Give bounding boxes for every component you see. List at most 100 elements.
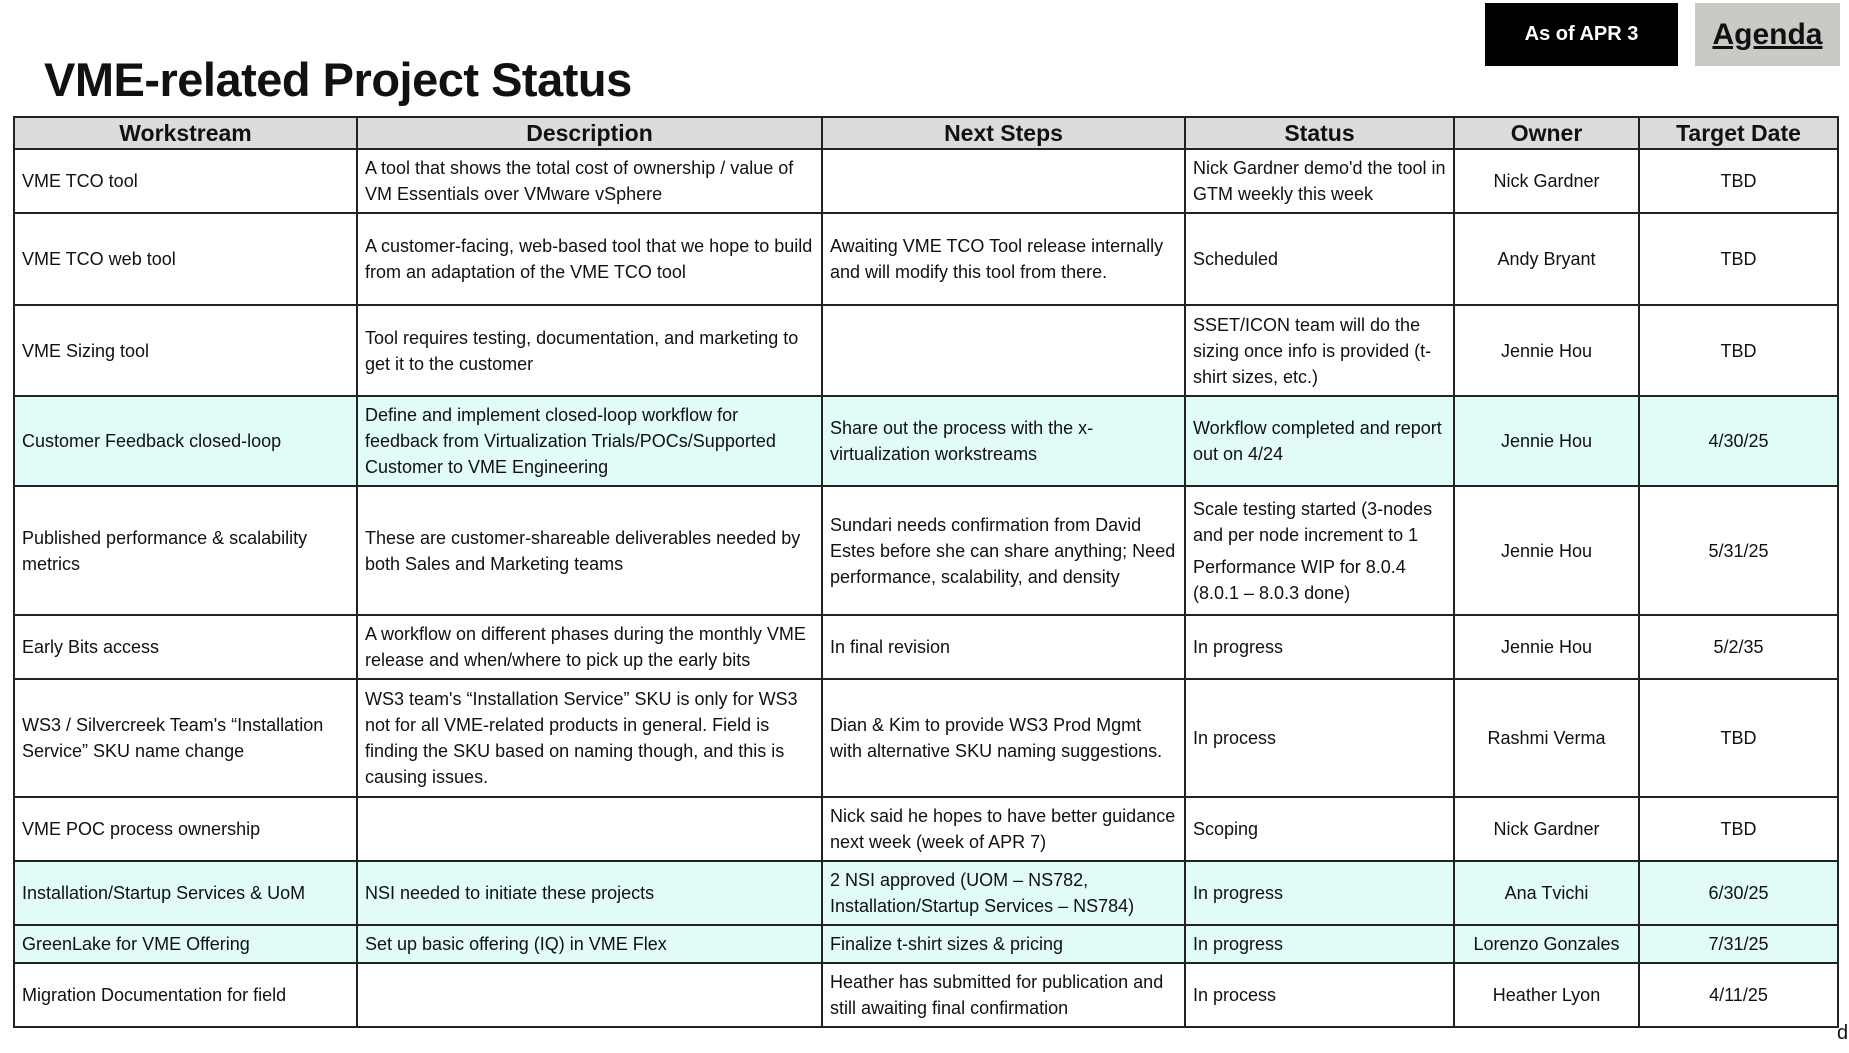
next-steps-cell: Heather has submitted for publication an…: [821, 962, 1186, 1028]
description-cell: Set up basic offering (IQ) in VME Flex: [356, 924, 823, 964]
description-cell: Define and implement closed-loop workflo…: [356, 395, 823, 487]
target-date-cell-text: TBD: [1720, 728, 1757, 748]
next-steps-cell: In final revision: [821, 614, 1186, 680]
table-row: VME TCO web tool A customer-facing, web-b…: [13, 212, 1839, 306]
status-cell: In progress: [1184, 614, 1455, 680]
description-cell: A customer-facing, web-based tool that w…: [356, 212, 823, 306]
status-cell: Scheduled: [1184, 212, 1455, 306]
next-steps-cell-text: In final revision: [830, 637, 951, 657]
description-cell-text: A customer-facing, web-based tool that w…: [365, 236, 813, 282]
owner-cell-text: Jennie Hou: [1500, 340, 1593, 361]
target-date-cell-text: 5/31/25: [1708, 540, 1769, 561]
next-steps-cell-text: Awaiting VME TCO Tool release internally…: [830, 236, 1164, 282]
table-row: Published performance & scalability metr…: [13, 485, 1839, 616]
next-steps-cell-text: Sundari needs confirmation from David Es…: [830, 514, 1176, 587]
stray-text: d: [1837, 1022, 1849, 1044]
owner-cell: Jennie Hou: [1453, 395, 1640, 487]
description-cell: These are customer-shareable deliverable…: [356, 485, 823, 616]
description-cell-text: Set up basic offering (IQ) in VME Flex: [365, 934, 667, 954]
workstream-cell: WS3 / Silvercreek Team's “Installation S…: [13, 678, 358, 798]
status-cell-text: In progress: [1193, 883, 1284, 903]
description-cell: Tool requires testing, documentation, an…: [356, 304, 823, 397]
status-cell: In progress: [1184, 860, 1455, 926]
next-steps-cell-text: Heather has submitted for publication an…: [830, 972, 1164, 1018]
next-steps-cell-text: Share out the process with the x-virtual…: [830, 418, 1094, 464]
next-steps-cell: Dian & Kim to provide WS3 Prod Mgmt with…: [821, 678, 1186, 798]
status-cell-text: Workflow completed and report out on 4/2…: [1193, 418, 1442, 464]
owner-cell: Jennie Hou: [1453, 485, 1640, 616]
description-cell-text: WS3 team's “Installation Service” SKU is…: [365, 689, 798, 787]
owner-cell: Jennie Hou: [1453, 614, 1640, 680]
owner-cell: Nick Gardner: [1453, 148, 1640, 214]
next-steps-cell: Share out the process with the x-virtual…: [821, 395, 1186, 487]
status-cell-text: In process: [1193, 985, 1277, 1005]
description-cell-text: A tool that shows the total cost of owne…: [365, 158, 794, 204]
next-steps-cell-text: 2 NSI approved (UOM – NS782, Installatio…: [830, 870, 1135, 916]
next-steps-cell: Sundari needs confirmation from David Es…: [821, 485, 1186, 616]
status-cell: In process: [1184, 678, 1455, 798]
next-steps-cell: 2 NSI approved (UOM – NS782, Installatio…: [821, 860, 1186, 926]
target-date-cell-text: 7/31/25: [1708, 934, 1769, 954]
workstream-cell: Customer Feedback closed-loop: [13, 395, 358, 487]
workstream-cell-text: Customer Feedback closed-loop: [22, 431, 282, 451]
workstream-cell: VME Sizing tool: [13, 304, 358, 397]
status-cell-text: SSET/ICON team will do the sizing once i…: [1193, 314, 1432, 387]
workstream-cell: Installation/Startup Services & UoM: [13, 860, 358, 926]
description-cell: A workflow on different phases during th…: [356, 614, 823, 680]
as-of-badge: As of APR 3: [1485, 3, 1678, 66]
target-date-cell-text: TBD: [1720, 340, 1757, 361]
next-steps-cell-text: Dian & Kim to provide WS3 Prod Mgmt with…: [830, 715, 1163, 761]
description-cell: [356, 962, 823, 1028]
owner-cell: Heather Lyon: [1453, 962, 1640, 1028]
workstream-cell-text: Published performance & scalability metr…: [22, 527, 308, 574]
owner-cell-text: Jennie Hou: [1500, 540, 1593, 561]
target-date-cell-text: 4/30/25: [1708, 431, 1769, 451]
status-cell: Scoping: [1184, 796, 1455, 862]
target-date-cell: TBD: [1638, 678, 1839, 798]
status-cell: SSET/ICON team will do the sizing once i…: [1184, 304, 1455, 397]
table-row: VME POC process ownership Nick said he ho…: [13, 796, 1839, 862]
header-description: Description: [356, 116, 823, 150]
page-title: VME-related Project Status: [44, 53, 632, 106]
target-date-cell: TBD: [1638, 212, 1839, 306]
description-cell: A tool that shows the total cost of owne…: [356, 148, 823, 214]
status-cell-text: In progress: [1193, 934, 1284, 954]
target-date-cell-text: 5/2/35: [1713, 637, 1764, 657]
target-date-cell: 4/11/25: [1638, 962, 1839, 1028]
next-steps-cell: Awaiting VME TCO Tool release internally…: [821, 212, 1186, 306]
status-cell-text: In process: [1193, 728, 1277, 748]
agenda-link[interactable]: Agenda: [1695, 3, 1840, 66]
owner-cell-text: Nick Gardner: [1493, 171, 1600, 191]
next-steps-cell: Nick said he hopes to have better guidan…: [821, 796, 1186, 862]
next-steps-cell: [821, 304, 1186, 397]
owner-cell-text: Heather Lyon: [1492, 985, 1601, 1005]
owner-cell-text: Ana Tvichi: [1504, 883, 1589, 903]
target-date-cell: 5/2/35: [1638, 614, 1839, 680]
table-row: Customer Feedback closed-loop Define and …: [13, 395, 1839, 487]
workstream-cell-text: VME POC process ownership: [22, 819, 261, 839]
status-cell: Workflow completed and report out on 4/2…: [1184, 395, 1455, 487]
owner-cell: Ana Tvichi: [1453, 860, 1640, 926]
workstream-cell: VME POC process ownership: [13, 796, 358, 862]
project-status-table: Workstream Description Next Steps Status…: [13, 116, 1839, 1028]
table-row: VME TCO tool A tool that shows the total …: [13, 148, 1839, 214]
header-target-date: Target Date: [1638, 116, 1839, 150]
header-next-steps: Next Steps: [821, 116, 1186, 150]
owner-cell-text: Rashmi Verma: [1487, 728, 1606, 748]
status-note-text: Performance WIP for 8.0.4 (8.0.1 – 8.0.3…: [1193, 556, 1406, 603]
target-date-cell: 5/31/25: [1638, 485, 1839, 616]
table-row: WS3 / Silvercreek Team's “Installation S…: [13, 678, 1839, 798]
owner-cell: Nick Gardner: [1453, 796, 1640, 862]
owner-cell-text: Nick Gardner: [1493, 819, 1600, 839]
target-date-cell: 4/30/25: [1638, 395, 1839, 487]
workstream-cell-text: VME TCO web tool: [22, 249, 176, 269]
owner-cell-text: Andy Bryant: [1497, 249, 1596, 269]
status-cell: Scale testing started (3-nodes and per n…: [1184, 485, 1455, 616]
status-cell-text: Nick Gardner demo'd the tool in GTM week…: [1193, 158, 1446, 204]
target-date-cell-text: 6/30/25: [1708, 883, 1769, 903]
description-cell-text: Tool requires testing, documentation, an…: [365, 327, 799, 374]
target-date-cell: TBD: [1638, 304, 1839, 397]
status-cell: In process: [1184, 962, 1455, 1028]
table-row: Installation/Startup Services & UoM NSI n…: [13, 860, 1839, 926]
owner-cell: Andy Bryant: [1453, 212, 1640, 306]
